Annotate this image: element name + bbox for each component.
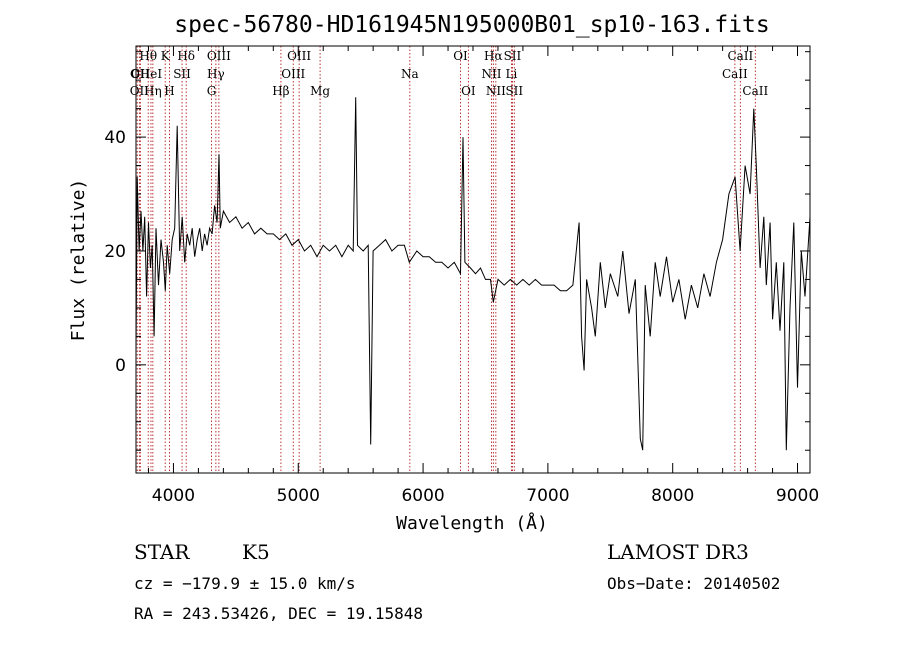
axis-ticks: [136, 46, 810, 473]
line-marker-label: OI: [130, 67, 145, 81]
line-marker-label: OI: [453, 49, 468, 63]
line-marker-label: Hθ: [139, 49, 157, 63]
cz-readout: cz = −179.9 ± 15.0 km/s: [134, 574, 356, 593]
x-tick-label: 9000: [776, 486, 819, 506]
axis-tick-labels: 4000 5000 6000 7000 8000 9000 0 20 40: [104, 128, 819, 506]
line-marker-label: OIII: [207, 49, 231, 63]
line-marker-label: CaII: [722, 67, 748, 81]
subclass-label: K5: [242, 540, 270, 564]
line-markers: [136, 46, 756, 473]
line-marker-label: OIII: [281, 67, 305, 81]
survey-label: LAMOST DR3: [607, 540, 749, 564]
line-marker-label: Mg: [310, 84, 330, 98]
x-tick-label: 4000: [152, 486, 195, 506]
line-marker-label: OII: [130, 84, 150, 98]
line-marker-label: Hα: [484, 49, 503, 63]
obs-date: Obs−Date: 20140502: [607, 574, 781, 593]
coords-readout: RA = 243.53426, DEC = 19.15848: [134, 604, 423, 623]
x-tick-label: 8000: [651, 486, 694, 506]
line-marker-label: OIII: [287, 49, 311, 63]
x-tick-label: 5000: [277, 486, 320, 506]
line-marker-label: K: [161, 49, 171, 63]
x-tick-label: 7000: [526, 486, 569, 506]
line-marker-label: G: [207, 84, 217, 98]
spectrum-line: [135, 97, 811, 451]
line-marker-label: Li: [506, 67, 518, 81]
line-marker-label: Hβ: [272, 84, 289, 98]
line-marker-label: HeI: [140, 67, 163, 81]
line-marker-label: NII: [481, 67, 501, 81]
line-marker-label: Hδ: [177, 49, 195, 63]
line-marker-label: NII: [486, 84, 506, 98]
line-marker-label: CaII: [742, 84, 768, 98]
y-tick-label: 40: [104, 128, 126, 148]
chart-title: spec-56780-HD161945N195000B01_sp10-163.f…: [174, 12, 769, 38]
line-marker-label: Na: [401, 67, 419, 81]
class-label: STAR: [134, 540, 190, 564]
x-axis-label: Wavelength (Å): [396, 512, 548, 534]
y-axis-label: Flux (relative): [68, 179, 89, 342]
line-marker-labels: OICIIOIIHθHηHeIKHSIIHδGHγOIIIHβOIIIOIIIM…: [130, 49, 769, 98]
x-tick-label: 6000: [401, 486, 444, 506]
line-marker-label: OI: [461, 84, 476, 98]
line-marker-label: SII: [505, 84, 523, 98]
line-marker-label: Hγ: [207, 67, 225, 81]
line-marker-label: SII: [504, 49, 522, 63]
line-marker-label: Hη: [144, 84, 162, 98]
y-tick-label: 20: [104, 242, 126, 262]
line-marker-label: CaII: [727, 49, 753, 63]
line-marker-label: SII: [173, 67, 191, 81]
line-marker-label: H: [164, 84, 174, 98]
y-tick-label: 0: [115, 356, 126, 376]
plot-frame: [135, 45, 811, 474]
